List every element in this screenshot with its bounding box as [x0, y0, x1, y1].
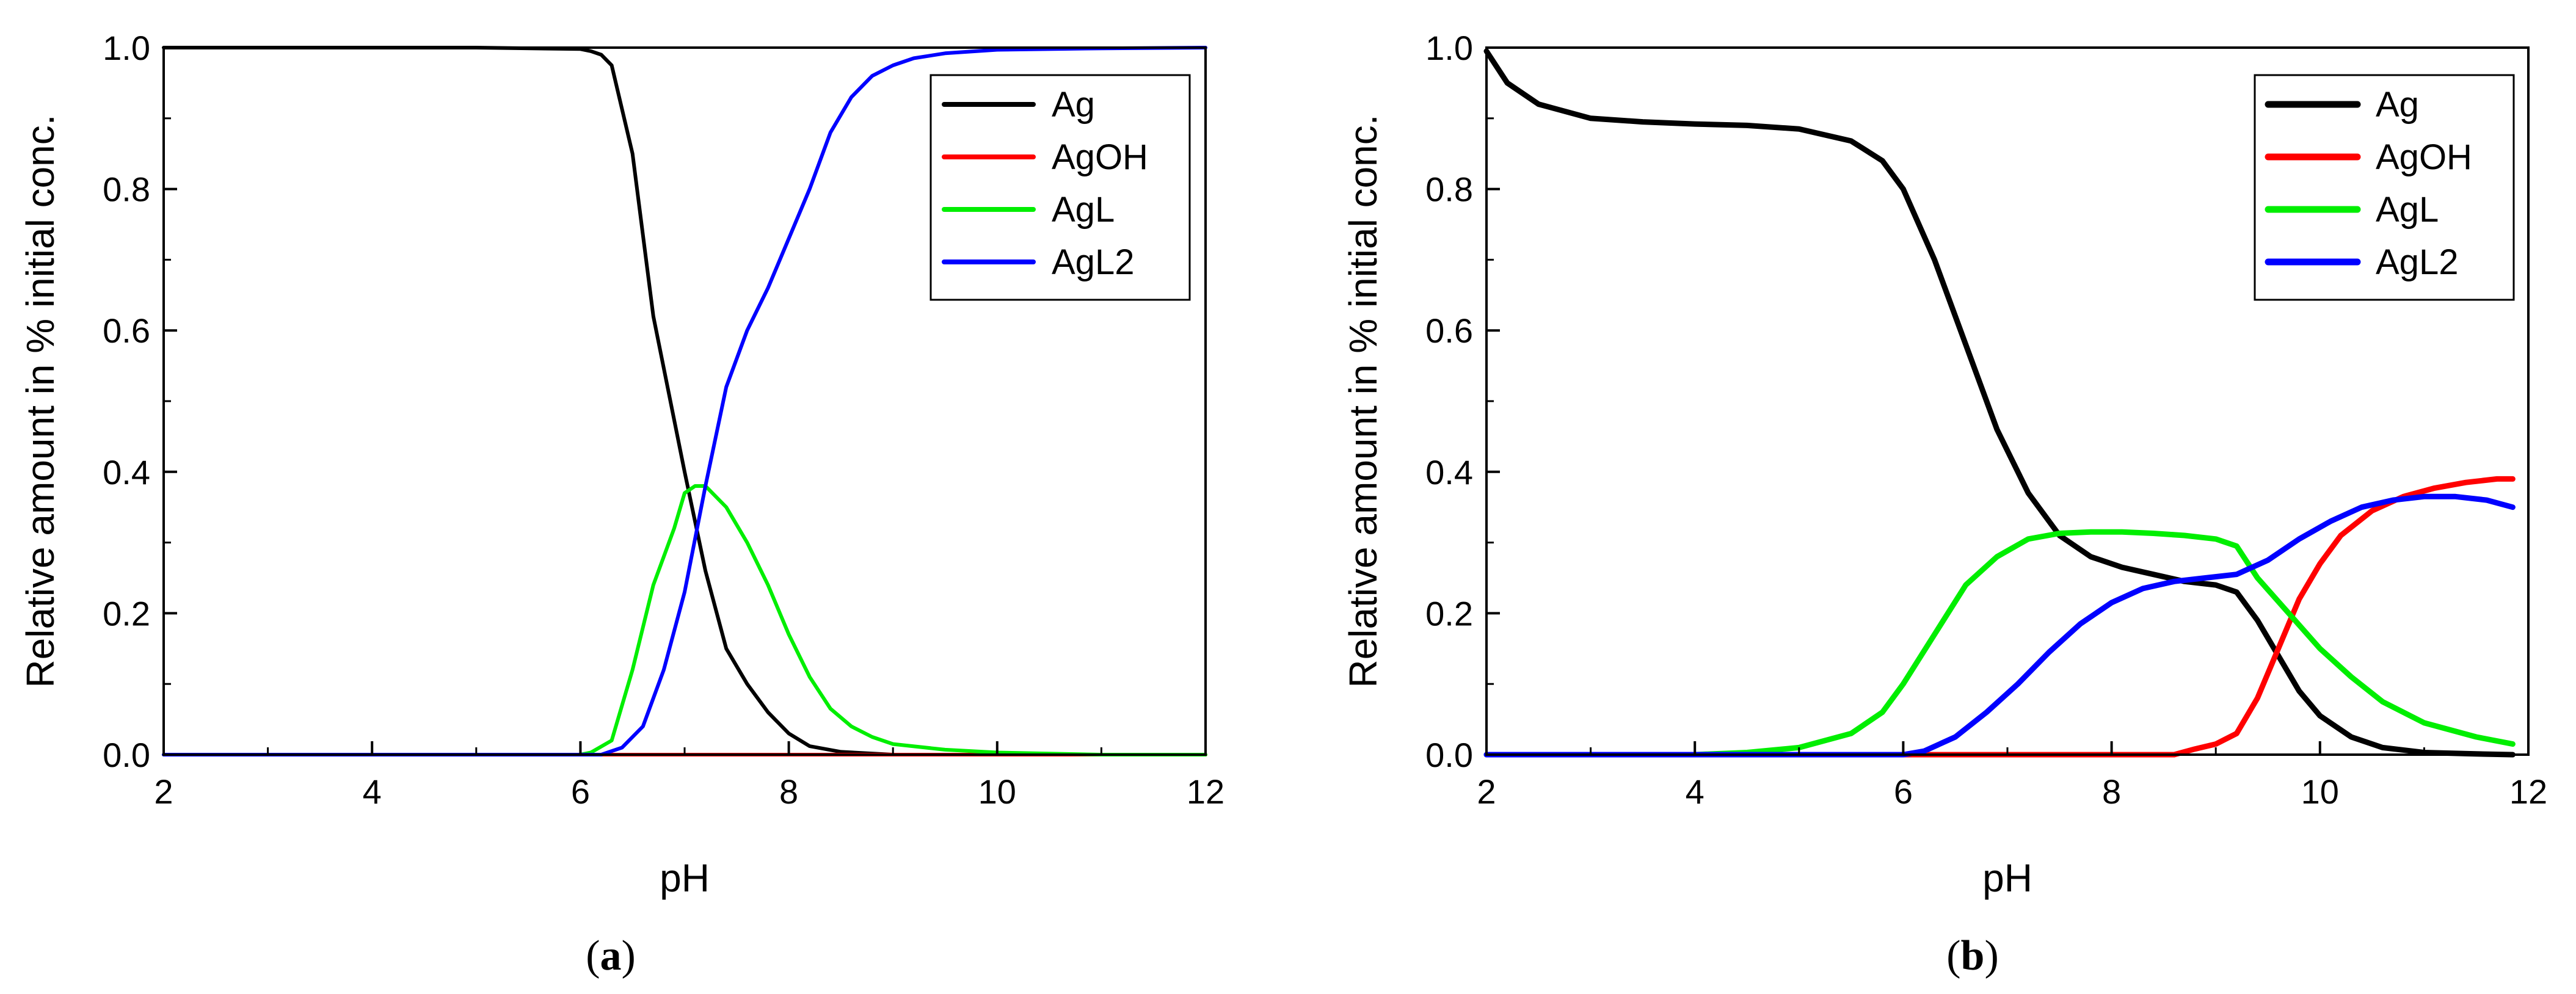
panel-a-y-tick-label: 0.0 — [103, 736, 150, 774]
panel-b-series-agoh-line — [1483, 476, 2516, 758]
panel-a-x-tick-label: 12 — [1187, 772, 1224, 811]
panel-b-ticks: 2 4 6 8 10 12 0.0 0.2 0.4 0.6 0.8 1.0 — [1425, 29, 2547, 811]
panel-b-caption-open-paren: ( — [1946, 932, 1960, 979]
panel-b-y-tick-label: 0.6 — [1425, 311, 1473, 350]
panel-a-ticks: 2 4 6 8 10 12 0.0 0.2 0.4 0.6 0.8 1.0 — [103, 29, 1224, 811]
panel-a-legend: Ag AgOH AgL AgL2 — [930, 74, 1191, 301]
panel-b-y-tick-label: 0.2 — [1425, 594, 1473, 633]
panel-a-y-tick-label: 0.8 — [103, 170, 150, 209]
panel-b-x-tick-label: 4 — [1686, 772, 1705, 811]
panel-b: 2 4 6 8 10 12 0.0 0.2 0.4 0.6 0.8 1.0 Relative amou… — [1341, 29, 2547, 979]
panel-b-series-agl-line — [1483, 529, 2516, 758]
panel-b-legend-label-agl2: AgL2 — [2376, 242, 2458, 282]
svg-text:(b): (b) — [1946, 932, 1999, 979]
panel-a-y-tick-label: 0.2 — [103, 594, 150, 633]
panel-b-x-axis-label: pH — [1982, 856, 2032, 900]
panel-a: 2 4 6 8 10 12 0.0 0.2 0.4 0.6 0.8 1.0 Relative amou… — [18, 29, 1224, 979]
panel-a-legend-label-agoh: AgOH — [1052, 137, 1148, 177]
panel-a-series-agl2-line — [162, 46, 1207, 756]
panel-b-legend-label-agl: AgL — [2376, 190, 2439, 230]
panel-b-y-tick-label: 1.0 — [1425, 29, 1473, 67]
panel-b-y-tick-label: 0.0 — [1425, 736, 1473, 774]
panel-b-series — [1483, 48, 2516, 758]
panel-a-caption: (a) — [586, 932, 636, 979]
panel-a-x-tick-label: 10 — [978, 772, 1016, 811]
panel-b-legend-label-ag: Ag — [2376, 85, 2419, 125]
panel-b-x-tick-label: 8 — [2102, 772, 2121, 811]
panel-a-x-tick-label: 8 — [779, 772, 798, 811]
panel-b-y-tick-label: 0.4 — [1425, 453, 1473, 492]
panel-a-y-tick-label: 0.4 — [103, 453, 150, 492]
panel-a-y-tick-label: 1.0 — [103, 29, 150, 67]
panel-a-x-tick-label: 2 — [154, 772, 173, 811]
panel-a-legend-label-agl2: AgL2 — [1052, 242, 1134, 282]
panel-b-y-tick-label: 0.8 — [1425, 170, 1473, 209]
panel-b-series-agl2-line — [1483, 493, 2516, 758]
panel-b-x-tick-label: 10 — [2301, 772, 2339, 811]
panel-b-caption: (b) — [1946, 932, 1999, 979]
panel-a-legend-label-agl: AgL — [1052, 190, 1115, 230]
panel-a-y-axis-label: Relative amount in % initial conc. — [18, 114, 62, 687]
panel-b-legend-box — [2254, 74, 2515, 301]
panel-a-caption-letter: a — [600, 932, 622, 979]
panel-a-series-ag-line — [162, 46, 1207, 756]
panel-a-caption-open-paren: ( — [586, 932, 600, 979]
panel-b-x-tick-label: 2 — [1477, 772, 1496, 811]
panel-b-y-axis-label: Relative amount in % initial conc. — [1341, 114, 1385, 687]
panel-b-legend-label-agoh: AgOH — [2376, 137, 2472, 177]
svg-text:(a): (a) — [586, 932, 636, 979]
panel-a-legend-label-ag: Ag — [1052, 85, 1095, 125]
panel-b-caption-letter: b — [1961, 932, 1985, 979]
panel-b-x-tick-label: 6 — [1894, 772, 1913, 811]
panel-a-series-agl-line — [162, 484, 1207, 756]
panel-a-y-tick-label: 0.6 — [103, 311, 150, 350]
panel-a-x-tick-label: 6 — [571, 772, 590, 811]
panel-b-legend: Ag AgOH AgL AgL2 — [2254, 74, 2515, 301]
panel-a-x-tick-label: 4 — [363, 772, 382, 811]
panel-b-caption-close-paren: ) — [1984, 932, 1998, 979]
panel-b-x-tick-label: 12 — [2509, 772, 2547, 811]
panel-a-caption-close-paren: ) — [622, 932, 636, 979]
panel-a-x-axis-label: pH — [660, 856, 710, 900]
